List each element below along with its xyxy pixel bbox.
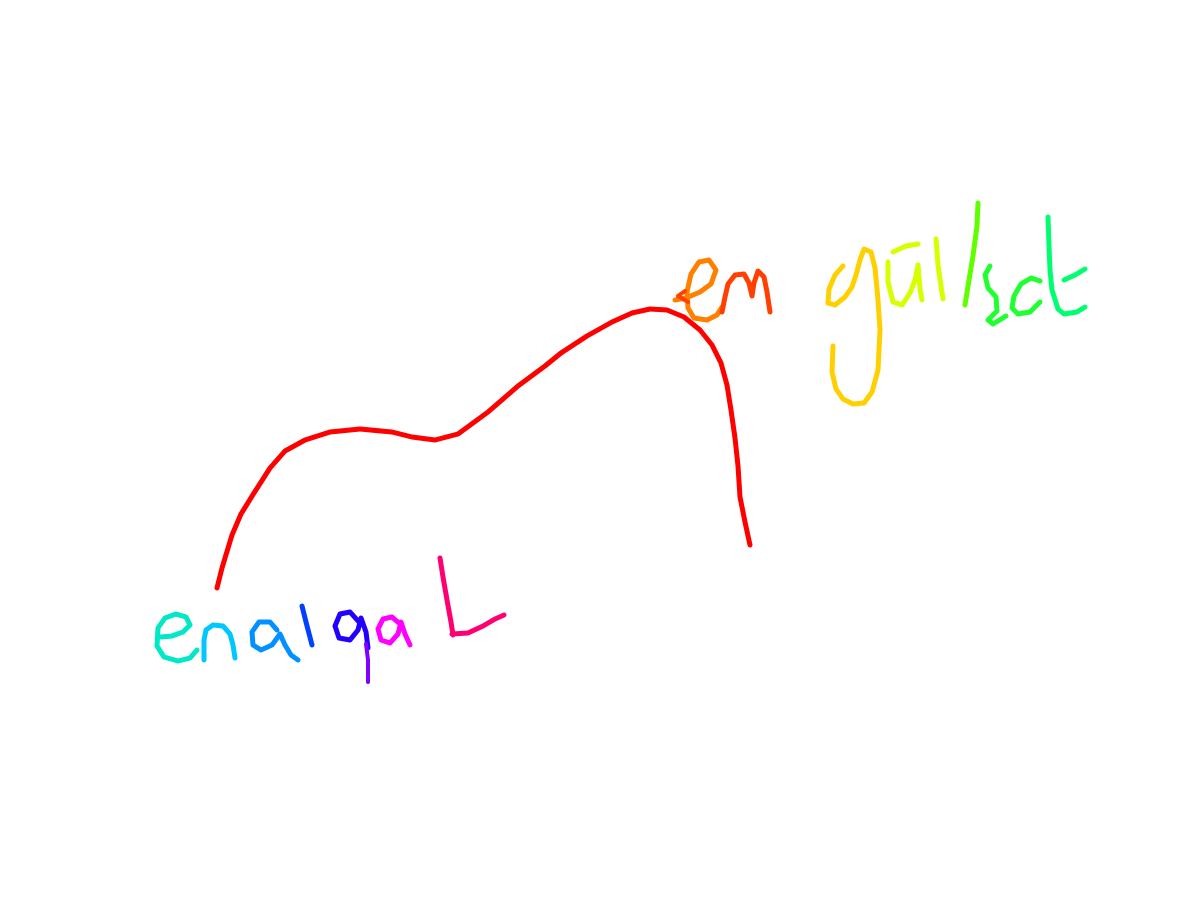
right-handwritten-word [672, 200, 1088, 407]
letter-y-stroke [825, 246, 883, 407]
letter-d-stem-stroke [1045, 214, 1088, 317]
letter-n-right-stroke [719, 268, 773, 315]
letter-k-arm-stroke [449, 612, 507, 637]
letter-n-stroke [201, 622, 238, 663]
letter-a-stroke [249, 619, 301, 663]
letter-e-tick-stroke [676, 289, 690, 304]
letter-q-stroke [332, 609, 371, 651]
letter-u-umlaut-stroke [890, 241, 921, 255]
letter-l-stroke [299, 603, 315, 648]
red-curve-stroke [214, 306, 753, 591]
letter-u-stroke [885, 259, 925, 308]
letter-e-right-stroke [672, 257, 725, 323]
letter-l-right-stroke [933, 236, 946, 302]
left-handwritten-word [154, 555, 507, 684]
letter-a2-stroke [375, 614, 413, 648]
letter-s-stroke [982, 263, 1009, 327]
letter-t-stroke [1061, 266, 1088, 283]
letter-l2-right-stroke [962, 200, 981, 308]
letter-e-stroke [154, 611, 200, 664]
letter-q-tail-stroke [364, 642, 370, 684]
letter-k-stroke [437, 555, 456, 638]
letter-d-stroke [1009, 275, 1043, 317]
